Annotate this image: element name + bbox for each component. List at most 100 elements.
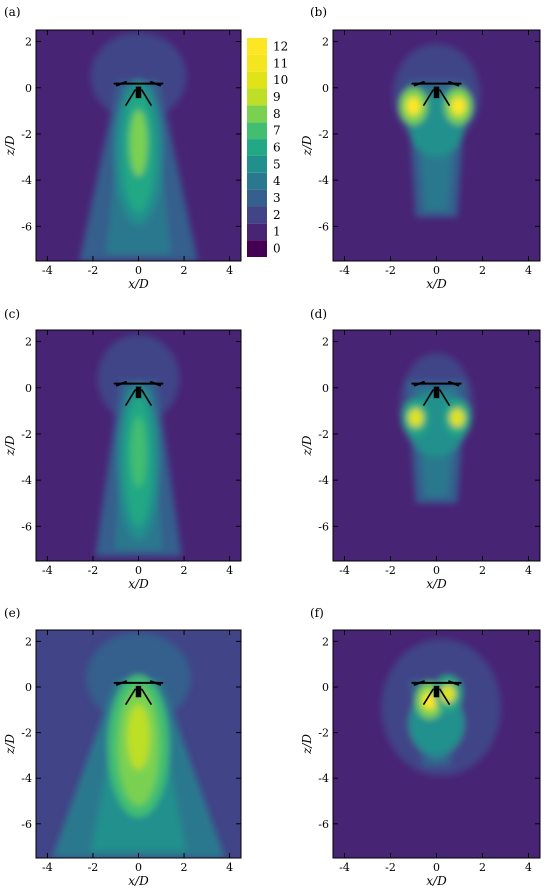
hotspot bbox=[408, 408, 424, 428]
wake-peak bbox=[130, 416, 147, 489]
x-tick-label: -4 bbox=[339, 564, 350, 577]
y-tick-label: -2 bbox=[318, 128, 329, 141]
wake-peak bbox=[129, 110, 148, 177]
colorbar-band bbox=[247, 189, 267, 207]
colorbar-label: 7 bbox=[273, 124, 281, 138]
x-tick-label: -4 bbox=[339, 861, 350, 874]
colorbar-band bbox=[247, 54, 267, 72]
panel-label: (b) bbox=[310, 5, 327, 19]
y-axis-label: z/D bbox=[300, 734, 314, 755]
y-axis-label: z/D bbox=[300, 135, 314, 156]
x-tick-label: 2 bbox=[479, 264, 486, 277]
y-tick-label: 2 bbox=[322, 635, 329, 648]
y-tick-label: 0 bbox=[25, 82, 32, 95]
x-tick-label: 4 bbox=[525, 564, 532, 577]
wake-peak bbox=[127, 704, 150, 770]
colorbar-band bbox=[247, 206, 267, 224]
x-tick-label: 0 bbox=[433, 861, 440, 874]
x-tick-label: 0 bbox=[135, 564, 142, 577]
y-tick-label: -6 bbox=[21, 220, 32, 233]
x-tick-label: -4 bbox=[42, 564, 53, 577]
y-tick-label: 0 bbox=[322, 681, 329, 694]
drone-icon bbox=[411, 380, 462, 406]
hotspot bbox=[422, 691, 437, 710]
x-tick-label: 4 bbox=[525, 861, 532, 874]
x-tick-label: -2 bbox=[385, 264, 396, 277]
x-tick-label: 0 bbox=[433, 264, 440, 277]
x-tick-label: -2 bbox=[88, 564, 99, 577]
drone-icon bbox=[113, 80, 164, 106]
y-tick-label: -6 bbox=[318, 220, 329, 233]
y-tick-label: -2 bbox=[21, 428, 32, 441]
colorbar-label: 6 bbox=[273, 141, 281, 155]
colorbar-band bbox=[247, 139, 267, 156]
colorbar-band bbox=[247, 88, 267, 106]
x-tick-label: 0 bbox=[135, 861, 142, 874]
colorbar-band bbox=[247, 38, 267, 55]
x-tick-label: 2 bbox=[181, 264, 188, 277]
y-tick-label: 0 bbox=[322, 82, 329, 95]
y-tick-label: 0 bbox=[322, 382, 329, 395]
x-axis-label: x/D bbox=[426, 277, 447, 291]
contour-field bbox=[333, 30, 540, 261]
y-tick-label: -2 bbox=[318, 727, 329, 740]
colorbar-band bbox=[247, 223, 267, 241]
y-axis-label: z/D bbox=[300, 435, 314, 456]
contour-field bbox=[36, 30, 241, 261]
x-tick-label: -2 bbox=[385, 564, 396, 577]
x-tick-label: 2 bbox=[479, 861, 486, 874]
y-tick-label: -2 bbox=[21, 727, 32, 740]
panel-d: -4 -2 0 2 4 -6 -4 -2 0 2 x/D z/D (d) bbox=[300, 307, 541, 591]
y-tick-label: 0 bbox=[25, 382, 32, 395]
x-tick-label: -2 bbox=[88, 264, 99, 277]
y-tick-label: -2 bbox=[21, 128, 32, 141]
y-tick-label: -4 bbox=[318, 772, 329, 785]
y-tick-label: 0 bbox=[25, 681, 32, 694]
colorbar-band bbox=[247, 240, 267, 257]
colorbar-band bbox=[247, 155, 267, 173]
x-axis-label: x/D bbox=[128, 277, 149, 291]
x-tick-label: 4 bbox=[226, 861, 233, 874]
y-tick-label: -6 bbox=[318, 818, 329, 831]
hotspot bbox=[406, 96, 421, 116]
y-tick-label: -4 bbox=[21, 474, 32, 487]
colorbar-label: 8 bbox=[273, 107, 281, 121]
x-axis-label: x/D bbox=[128, 874, 149, 888]
y-tick-label: -4 bbox=[318, 174, 329, 187]
panel-label: (d) bbox=[310, 307, 327, 321]
drone-icon bbox=[113, 680, 164, 705]
x-tick-label: -4 bbox=[42, 264, 53, 277]
x-tick-label: -4 bbox=[42, 861, 53, 874]
y-tick-label: 2 bbox=[25, 336, 32, 349]
contour-field bbox=[36, 630, 241, 858]
panel-c: -4 -2 0 2 4 -6 -4 -2 0 2 x/D z/D (c) bbox=[3, 307, 242, 591]
panels-layer: -4 -2 0 2 4 -6 -4 -2 0 2 x/D z/D (a) -4 -2 0 2 4 -6 -4 -2 0 2 x… bbox=[3, 5, 541, 888]
drone-icon bbox=[411, 680, 462, 705]
panel-label: (c) bbox=[4, 307, 20, 321]
x-tick-label: 4 bbox=[525, 264, 532, 277]
hotspot bbox=[450, 96, 466, 116]
colorbar-label: 1 bbox=[273, 225, 281, 239]
colorbar-band bbox=[247, 172, 267, 190]
panel-f: -4 -2 0 2 4 -6 -4 -2 0 2 x/D z/D (f) bbox=[300, 606, 541, 888]
contour-field bbox=[36, 330, 241, 561]
colorbar-band bbox=[247, 71, 267, 89]
colorbar-band bbox=[247, 122, 267, 140]
x-tick-label: 4 bbox=[226, 264, 233, 277]
x-axis-label: x/D bbox=[128, 577, 149, 591]
colorbar-label: 2 bbox=[273, 208, 281, 222]
colorbar-label: 5 bbox=[273, 157, 281, 171]
panel-e: -4 -2 0 2 4 -6 -4 -2 0 2 x/D z/D (e) bbox=[3, 606, 242, 888]
colorbar-label: 0 bbox=[273, 242, 281, 256]
x-tick-label: 0 bbox=[433, 564, 440, 577]
x-tick-label: 2 bbox=[181, 861, 188, 874]
panel-label: (e) bbox=[4, 606, 20, 620]
y-tick-label: -4 bbox=[21, 174, 32, 187]
colorbar-label: 11 bbox=[273, 56, 288, 70]
y-tick-label: 2 bbox=[25, 635, 32, 648]
x-tick-label: 4 bbox=[226, 564, 233, 577]
x-tick-label: 2 bbox=[479, 564, 486, 577]
colorbar-band bbox=[247, 105, 267, 123]
